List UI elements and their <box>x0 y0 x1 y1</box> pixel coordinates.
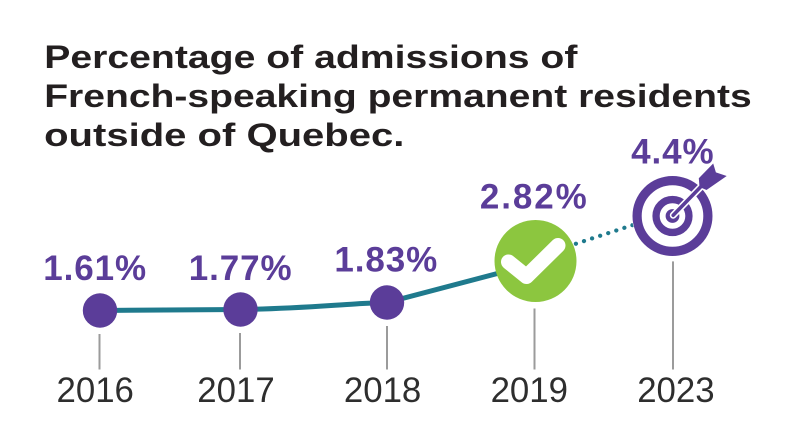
svg-text:2017: 2017 <box>197 371 274 410</box>
svg-text:French-speaking permanent resi: French-speaking permanent residents <box>44 78 752 114</box>
svg-text:Percentage of admissions of: Percentage of admissions of <box>44 38 578 75</box>
svg-text:2023: 2023 <box>637 371 714 410</box>
svg-text:4.4%: 4.4% <box>631 132 714 171</box>
svg-text:2.82%: 2.82% <box>480 178 589 217</box>
svg-text:2019: 2019 <box>491 371 568 410</box>
svg-text:1.77%: 1.77% <box>189 249 293 288</box>
svg-text:1.83%: 1.83% <box>334 241 438 280</box>
svg-text:2016: 2016 <box>56 371 133 410</box>
svg-text:1.61%: 1.61% <box>43 249 147 288</box>
svg-text:outside of Quebec.: outside of Quebec. <box>44 117 404 153</box>
svg-text:2018: 2018 <box>344 371 421 410</box>
